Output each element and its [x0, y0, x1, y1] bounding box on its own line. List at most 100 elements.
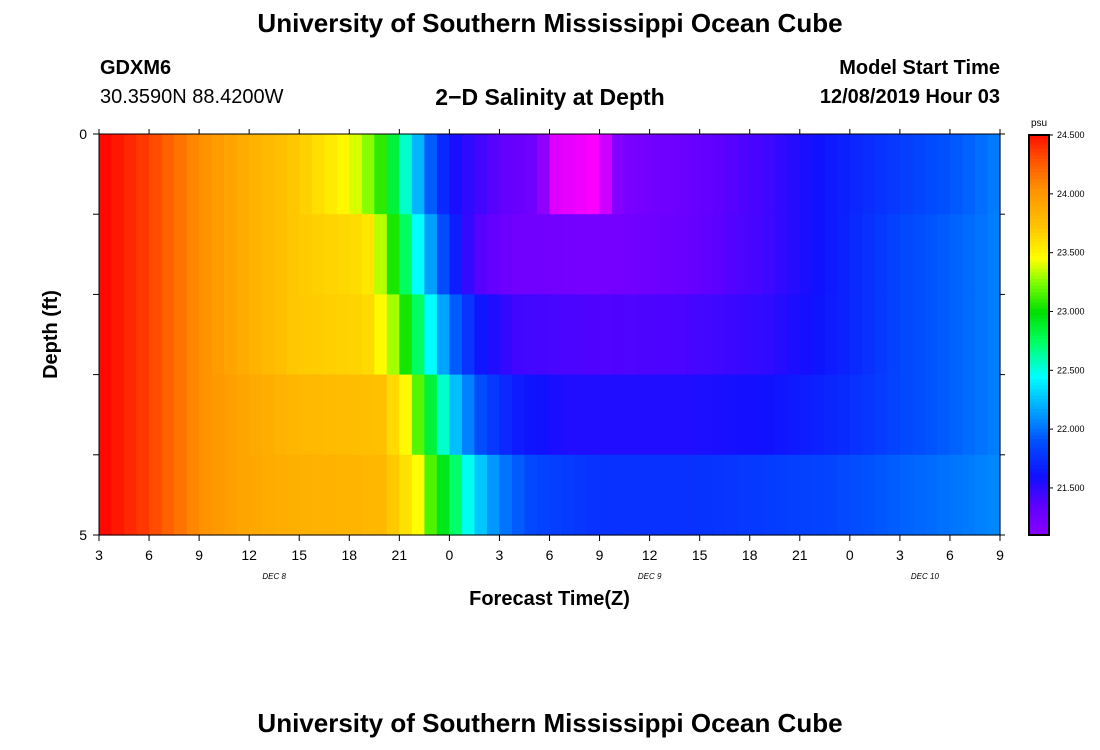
heatmap-cell: [837, 454, 851, 536]
heatmap-cell: [361, 214, 375, 295]
heatmap-cell: [724, 294, 738, 376]
heatmap-cell: [749, 454, 763, 536]
colorbar-segment: [1029, 525, 1049, 529]
heatmap-cell: [136, 374, 150, 456]
heatmap-cell: [649, 294, 663, 376]
colorbar-segment: [1029, 175, 1049, 179]
colorbar-segment: [1029, 515, 1049, 519]
heatmap-cell: [361, 374, 375, 456]
heatmap-cell: [849, 214, 863, 295]
heatmap-cell: [499, 374, 513, 456]
heatmap-cell: [261, 134, 275, 215]
heatmap-cell: [461, 374, 476, 456]
heatmap-cell: [174, 134, 188, 215]
heatmap-cell: [974, 134, 989, 215]
heatmap-row-4-5: [99, 454, 1001, 536]
colorbar-segment: [1029, 161, 1049, 166]
heatmap-cell: [261, 454, 275, 536]
heatmap-cell: [311, 374, 325, 456]
heatmap-cell: [774, 134, 788, 215]
heatmap-cell: [361, 454, 375, 536]
heatmap-cell: [449, 294, 463, 376]
heatmap-cell: [349, 454, 363, 536]
heatmap-cell: [436, 454, 450, 536]
colorbar-segment: [1029, 415, 1049, 419]
heatmap-cell: [787, 374, 801, 456]
heatmap-cell: [924, 454, 939, 536]
heatmap-cell: [349, 294, 363, 376]
heatmap-cell: [749, 214, 763, 295]
date-label: DEC 10: [911, 572, 940, 581]
heatmap-cell: [99, 374, 113, 456]
heatmap-cell: [687, 214, 701, 295]
heatmap-cell: [662, 294, 676, 376]
heatmap-cell: [411, 294, 425, 376]
heatmap-cell: [649, 454, 663, 536]
heatmap-cell: [912, 294, 926, 376]
heatmap-cell: [774, 374, 788, 456]
heatmap-cell: [812, 454, 826, 536]
colorbar-segment: [1029, 518, 1049, 523]
heatmap-cell: [424, 294, 438, 376]
date-label: DEC 8: [262, 572, 286, 581]
heatmap-row-3-4: [99, 374, 1001, 456]
heatmap-cell: [449, 454, 463, 536]
colorbar-segment: [1029, 221, 1049, 226]
heatmap-cell: [174, 454, 188, 536]
colorbar-segment: [1029, 381, 1049, 386]
heatmap-cell: [524, 454, 538, 536]
colorbar-segment: [1029, 471, 1049, 476]
heatmap-cell: [562, 134, 576, 215]
heatmap-cell: [612, 454, 626, 536]
heatmap-cell: [624, 454, 638, 536]
heatmap-cell: [549, 294, 563, 376]
heatmap-cell: [211, 214, 225, 295]
heatmap-cell: [874, 454, 888, 536]
heatmap-cell: [324, 454, 338, 536]
heatmap-cell: [937, 374, 951, 456]
heatmap-cell: [737, 294, 751, 376]
heatmap-cell: [887, 374, 901, 456]
heatmap-cell: [549, 214, 563, 295]
heatmap-cell: [211, 134, 225, 215]
colorbar-frame: [1028, 134, 1050, 536]
colorbar-segment: [1029, 165, 1049, 169]
heatmap-cell: [161, 134, 175, 215]
heatmap-cell: [812, 294, 826, 376]
heatmap-cell: [774, 454, 788, 536]
heatmap-cell: [624, 134, 638, 215]
heatmap-cell: [286, 374, 300, 456]
heatmap-cell: [662, 214, 676, 295]
heatmap-cell: [161, 454, 175, 536]
heatmap-cell: [574, 374, 588, 456]
heatmap-cell: [812, 214, 826, 295]
colorbar-segment: [1029, 208, 1049, 213]
colorbar-segment: [1029, 368, 1049, 373]
heatmap-cell: [311, 214, 325, 295]
x-tick-label: 9: [596, 547, 604, 563]
x-tick-label: 18: [341, 547, 357, 563]
heatmap-cell: [174, 214, 188, 295]
heatmap-cell: [111, 134, 125, 215]
colorbar-segment: [1029, 421, 1049, 426]
colorbar-segment: [1029, 491, 1049, 496]
heatmap-cell: [474, 454, 488, 536]
colorbar-segment: [1029, 505, 1049, 509]
heatmap-cell: [862, 134, 876, 215]
heatmap-cell: [474, 294, 488, 376]
heatmap-cell: [599, 214, 613, 295]
heatmap-cell: [599, 374, 613, 456]
heatmap-cell: [211, 454, 225, 536]
x-tick-label: 12: [241, 547, 257, 563]
x-tick-label: 12: [642, 547, 658, 563]
colorbar-segment: [1029, 385, 1049, 389]
heatmap-cell: [299, 454, 313, 536]
heatmap-cell: [962, 374, 976, 456]
heatmap-cell: [124, 214, 138, 295]
heatmap-cell: [199, 294, 213, 376]
heatmap-cell: [924, 374, 939, 456]
colorbar-segment: [1029, 145, 1049, 149]
colorbar-segment: [1029, 301, 1049, 306]
colorbar-segment: [1029, 365, 1049, 369]
heatmap-cell: [699, 374, 713, 456]
